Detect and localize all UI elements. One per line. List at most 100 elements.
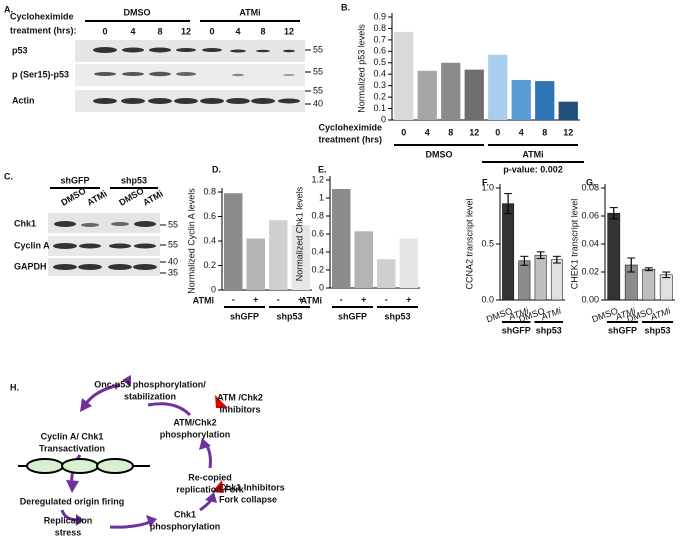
x-tick-label: ATMi	[648, 305, 672, 322]
x-tick-label: 8	[542, 127, 547, 137]
bar	[399, 238, 418, 288]
y-tick-label: 0.0	[481, 294, 494, 304]
y-axis-label: Normalized p53 levels	[356, 24, 366, 113]
bands	[93, 47, 300, 104]
y-tick-label: 0.06	[581, 210, 599, 220]
bar	[332, 189, 351, 288]
bar	[511, 79, 531, 120]
panel-label: G.	[586, 177, 596, 187]
panel-label: F.	[482, 177, 489, 187]
x-tick-label: 4	[425, 127, 430, 137]
lane-label: ATMi	[85, 188, 108, 207]
bar	[441, 62, 461, 120]
group-label: ATMi	[522, 149, 543, 159]
y-tick-label: 0.04	[581, 238, 599, 248]
lane-label: 12	[181, 26, 191, 36]
bar	[535, 81, 555, 120]
annotation: p-value: 0.002	[503, 164, 563, 174]
y-tick-label: 0.8	[311, 210, 324, 220]
group-label: shGFP	[608, 325, 637, 335]
y-tick-label: 0.6	[373, 46, 386, 56]
group-label: shp53	[276, 311, 302, 321]
x-axis-label: ATMi	[301, 295, 322, 305]
marker-label: 55	[168, 219, 178, 229]
bar	[534, 254, 547, 301]
panel-label: H.	[10, 382, 19, 392]
marker-label: 55	[313, 85, 323, 95]
arrowheads	[66, 375, 217, 527]
blot-strip	[48, 236, 160, 256]
blot-strip	[48, 213, 160, 233]
y-tick-label: 0.4	[203, 235, 216, 245]
lane-label: 8	[260, 26, 265, 36]
node-label: Transactivation	[39, 443, 105, 453]
inhibition-mark	[212, 480, 224, 493]
y-axis-label: Normalized Cyclin A levels	[186, 188, 196, 294]
node-label: Chk1 Inhibitors	[219, 482, 285, 492]
lane-label: 0	[102, 26, 107, 36]
row-label: Chk1	[14, 218, 36, 228]
lane-label: 0	[209, 26, 214, 36]
bar	[354, 231, 373, 288]
node-label: Onc-p53 phosphorylation/	[94, 379, 206, 389]
bar	[607, 212, 621, 301]
x-tick-label: 8	[448, 127, 453, 137]
y-tick-label: 0.2	[373, 91, 386, 101]
y-tick-label: 0.2	[311, 264, 324, 274]
marker-label: 55	[168, 239, 178, 249]
lane-label: 4	[130, 26, 135, 36]
node-label: Deregulated origin firing	[20, 496, 125, 506]
bar	[659, 274, 673, 301]
blot-a	[75, 20, 305, 112]
panel-label: A.	[4, 4, 13, 14]
row-label: Actin	[12, 95, 35, 105]
y-axis-label: CHEK1 transcript level	[569, 199, 579, 290]
x-tick-label: -	[277, 294, 280, 304]
arrow	[60, 509, 79, 522]
blot-c	[48, 187, 160, 276]
group-label: shGFP	[502, 325, 531, 335]
x-tick-label: +	[298, 294, 303, 304]
y-tick-label: 0.7	[373, 34, 386, 44]
y-tick-label: 1	[319, 192, 324, 202]
x-tick-label: 4	[519, 127, 524, 137]
panel-label: E.	[318, 164, 327, 174]
x-tick-label: -	[385, 294, 388, 304]
row-label: p53	[12, 45, 28, 55]
x-tick-label: -	[340, 294, 343, 304]
marker-label: 40	[313, 98, 323, 108]
y-tick-label: 0	[319, 282, 324, 292]
x-axis-label: Cycloheximide	[318, 122, 382, 132]
bar	[291, 225, 310, 290]
lane-label: 8	[157, 26, 162, 36]
x-tick-label: 0	[401, 127, 406, 137]
node-label: Cyclin A/ Chk1	[41, 431, 104, 441]
y-tick-label: 0.5	[373, 57, 386, 67]
node-label: Inhibitors	[220, 404, 261, 414]
x-tick-label: 0	[495, 127, 500, 137]
group-label: shp53	[536, 325, 562, 335]
bar	[377, 259, 396, 288]
node-label: stress	[55, 527, 82, 536]
y-tick-label: 0	[211, 284, 216, 294]
bar	[269, 220, 288, 290]
y-tick-label: 0.6	[203, 211, 216, 221]
bar	[642, 268, 656, 301]
row-label: GAPDH	[14, 261, 47, 271]
x-tick-label: 12	[469, 127, 479, 137]
lane-label: ATMi	[141, 188, 164, 207]
y-tick-label: 0.6	[311, 228, 324, 238]
group-label: DMSO	[426, 149, 453, 159]
x-tick-label: +	[406, 294, 411, 304]
node-label: Replication	[44, 515, 93, 525]
node-label: replication Fork	[176, 484, 245, 494]
group-label: DMSO	[124, 7, 151, 17]
marker-label: 55	[313, 44, 323, 54]
x-tick-label: -	[232, 294, 235, 304]
y-tick-label: 1.2	[311, 174, 324, 184]
bar	[488, 54, 508, 121]
y-tick-label: 0.5	[481, 238, 494, 248]
diagram-h	[18, 375, 228, 529]
x-tick-label: +	[361, 294, 366, 304]
